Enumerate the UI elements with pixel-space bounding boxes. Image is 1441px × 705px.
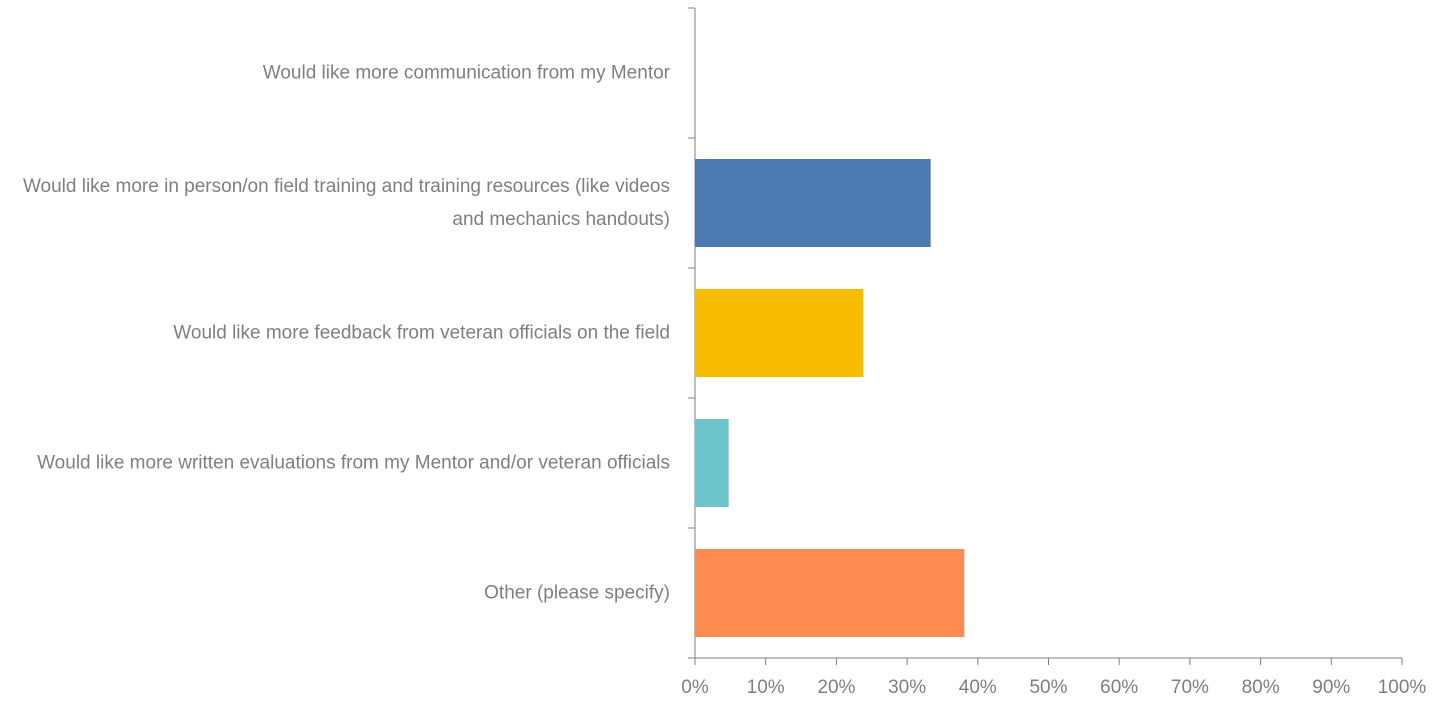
bar — [695, 159, 931, 247]
x-tick-label: 40% — [959, 677, 997, 698]
category-label: Would like more in person/on field train… — [22, 176, 670, 230]
x-tick-label: 60% — [1100, 677, 1138, 698]
x-tick-label: 0% — [681, 677, 709, 698]
x-tick-label: 90% — [1312, 677, 1350, 698]
category-label: Would like more feedback from veteran of… — [173, 322, 670, 344]
category-label: Other (please specify) — [484, 582, 670, 604]
bar — [695, 549, 965, 637]
x-tick-label: 100% — [1378, 677, 1427, 698]
x-tick-label: 80% — [1242, 677, 1280, 698]
category-label: Would like more written evaluations from… — [37, 452, 670, 474]
bar — [695, 419, 729, 507]
bar — [695, 289, 864, 377]
x-tick-label: 70% — [1171, 677, 1209, 698]
x-tick-label: 50% — [1029, 677, 1067, 698]
category-label: Would like more communication from my Me… — [262, 62, 670, 84]
x-tick-label: 10% — [747, 677, 785, 698]
x-tick-label: 20% — [817, 677, 855, 698]
x-tick-label: 30% — [888, 677, 926, 698]
